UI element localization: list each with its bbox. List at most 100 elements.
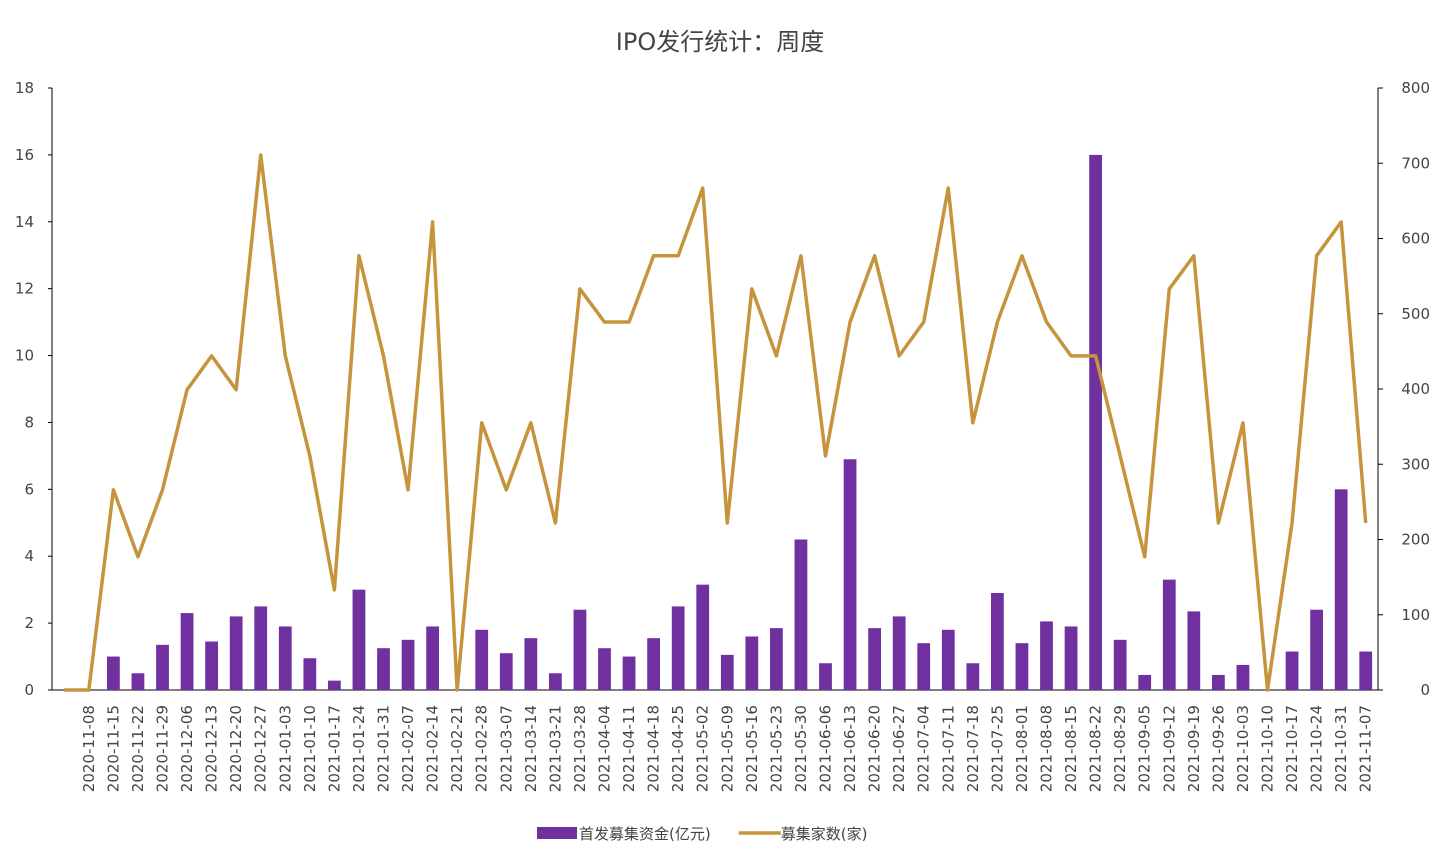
bar <box>598 648 611 690</box>
x-tick-label: 2021-02-14 <box>424 705 442 792</box>
x-tick-label: 2021-10-03 <box>1234 705 1252 792</box>
bar <box>377 648 390 690</box>
bar <box>254 606 268 690</box>
y-tick-label: 2 <box>24 614 34 632</box>
bar <box>991 593 1004 690</box>
y2-tick-label: 700 <box>1401 154 1430 172</box>
bar <box>131 673 145 690</box>
bar <box>328 680 341 690</box>
bar <box>426 626 439 690</box>
x-tick-label: 2021-03-07 <box>497 705 515 792</box>
bar <box>401 639 415 690</box>
bar <box>1285 651 1299 690</box>
y2-tick-label: 0 <box>1420 681 1430 699</box>
x-tick-label: 2021-05-09 <box>718 705 736 792</box>
x-tick-label: 2021-10-31 <box>1332 705 1350 792</box>
bar <box>1334 489 1348 690</box>
bar <box>696 584 710 690</box>
bar <box>156 644 169 690</box>
x-tick-label: 2021-07-04 <box>915 705 933 792</box>
x-tick-label: 2021-08-22 <box>1087 705 1105 792</box>
y-tick-label: 0 <box>24 681 34 699</box>
x-tick-label: 2021-07-18 <box>964 705 982 792</box>
y2-tick-label: 200 <box>1401 531 1430 549</box>
y-tick-label: 4 <box>24 547 34 565</box>
bar <box>1236 664 1250 690</box>
x-tick-label: 2020-11-29 <box>154 705 172 792</box>
x-tick-label: 2021-08-15 <box>1062 705 1080 792</box>
x-tick-label: 2021-07-25 <box>988 705 1006 792</box>
x-tick-label: 2021-03-28 <box>571 705 589 792</box>
x-tick-label: 2021-06-13 <box>841 705 859 792</box>
bar <box>1212 674 1225 690</box>
x-tick-label: 2020-12-27 <box>252 705 270 792</box>
y2-tick-label: 400 <box>1401 380 1430 398</box>
x-tick-label: 2021-01-03 <box>276 705 294 792</box>
x-tick-label: 2021-03-21 <box>546 705 564 792</box>
y-tick-label: 18 <box>15 79 34 97</box>
legend-swatch <box>537 827 577 839</box>
x-tick-label: 2021-03-14 <box>522 705 540 792</box>
bar <box>819 663 832 690</box>
bar <box>499 653 513 690</box>
x-tick-label: 2021-09-19 <box>1185 705 1203 792</box>
bar <box>671 606 685 690</box>
x-tick-label: 2021-02-07 <box>399 705 417 792</box>
bar <box>966 663 980 690</box>
x-tick-label: 2021-11-07 <box>1357 705 1375 792</box>
x-tick-label: 2021-01-10 <box>301 705 319 792</box>
x-tick-label: 2021-01-17 <box>325 705 343 792</box>
x-tick-label: 2021-08-08 <box>1038 705 1056 792</box>
x-tick-label: 2021-04-04 <box>596 705 614 792</box>
x-tick-label: 2021-10-24 <box>1308 705 1326 792</box>
bar <box>941 629 955 690</box>
x-tick-label: 2020-12-13 <box>203 705 221 792</box>
bar <box>1162 579 1176 690</box>
x-tick-label: 2021-09-05 <box>1136 705 1154 792</box>
bar <box>352 589 366 690</box>
bar <box>1015 643 1029 690</box>
x-tick-label: 2021-04-25 <box>669 705 687 792</box>
bar <box>647 638 660 690</box>
bar <box>917 643 931 690</box>
bar <box>475 629 489 690</box>
y-tick-label: 6 <box>24 480 34 498</box>
x-tick-label: 2020-11-08 <box>80 705 98 792</box>
bar <box>843 459 857 690</box>
chart-title: IPO发行统计：周度 <box>616 28 824 56</box>
x-tick-label: 2021-01-31 <box>375 705 393 792</box>
x-tick-label: 2020-12-20 <box>227 705 245 792</box>
x-tick-label: 2021-10-10 <box>1259 705 1277 792</box>
x-tick-label: 2021-02-28 <box>473 705 491 792</box>
bar <box>180 613 194 690</box>
y2-tick-label: 100 <box>1401 606 1430 624</box>
y2-tick-label: 600 <box>1401 230 1430 248</box>
bar <box>205 641 218 690</box>
y2-tick-label: 300 <box>1401 455 1430 473</box>
bar <box>868 628 881 690</box>
x-tick-label: 2021-09-26 <box>1209 705 1227 792</box>
y2-tick-label: 500 <box>1401 305 1430 323</box>
bar <box>107 656 120 690</box>
bar <box>1089 154 1102 690</box>
y-tick-label: 12 <box>15 280 34 298</box>
x-tick-label: 2020-11-22 <box>129 705 147 792</box>
x-tick-label: 2020-12-06 <box>178 705 196 792</box>
bar <box>892 616 906 690</box>
x-tick-label: 2021-06-20 <box>866 705 884 792</box>
x-tick-label: 2021-06-27 <box>890 705 908 792</box>
x-tick-label: 2021-04-18 <box>645 705 663 792</box>
x-tick-label: 2021-05-23 <box>767 705 785 792</box>
bar <box>770 628 783 690</box>
x-tick-label: 2021-04-11 <box>620 705 638 792</box>
x-tick-label: 2021-05-02 <box>694 705 712 792</box>
bar <box>1113 639 1127 690</box>
bar <box>794 539 808 690</box>
x-tick-label: 2021-10-17 <box>1283 705 1301 792</box>
x-tick-label: 2021-08-01 <box>1013 705 1031 792</box>
bar <box>1138 674 1152 690</box>
legend-label: 首发募集资金(亿元) <box>579 825 711 843</box>
bar <box>524 638 538 690</box>
bar <box>303 658 317 690</box>
